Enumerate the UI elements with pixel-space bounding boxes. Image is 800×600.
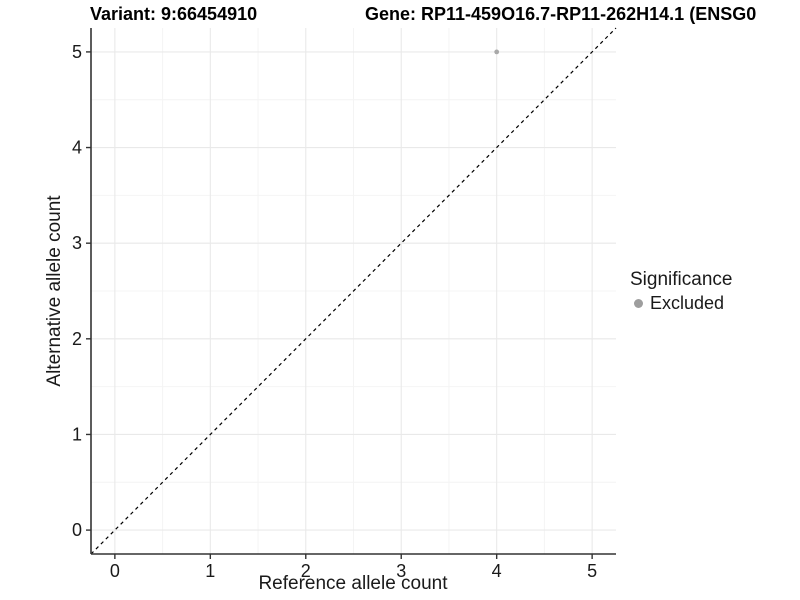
plot-title-gene: Gene: RP11-459O16.7-RP11-262H14.1 (ENSG0 xyxy=(365,4,757,24)
x-tick-label: 0 xyxy=(110,561,120,581)
y-axis-title: Alternative allele count xyxy=(44,195,65,387)
y-tick-label: 1 xyxy=(72,424,82,444)
x-tick-label: 1 xyxy=(205,561,215,581)
y-tick-label: 2 xyxy=(72,329,82,349)
legend: Significance Excluded xyxy=(630,269,732,314)
legend-point-icon xyxy=(634,299,643,308)
x-tick-label: 3 xyxy=(396,561,406,581)
data-point xyxy=(494,49,500,55)
legend-entry-excluded: Excluded xyxy=(634,293,732,314)
y-tick-label: 0 xyxy=(72,520,82,540)
x-tick-label: 4 xyxy=(492,561,502,581)
y-tick-label: 4 xyxy=(72,138,82,158)
x-tick-label: 2 xyxy=(301,561,311,581)
y-tick-label: 5 xyxy=(72,42,82,62)
x-axis-title: Reference allele count xyxy=(258,573,448,594)
x-tick-label: 5 xyxy=(587,561,597,581)
plot-title-variant: Variant: 9:66454910 xyxy=(90,4,258,24)
y-tick-label: 3 xyxy=(72,233,82,253)
legend-title: Significance xyxy=(630,269,733,290)
identity-line xyxy=(90,27,617,555)
legend-entry-label: Excluded xyxy=(650,293,725,313)
